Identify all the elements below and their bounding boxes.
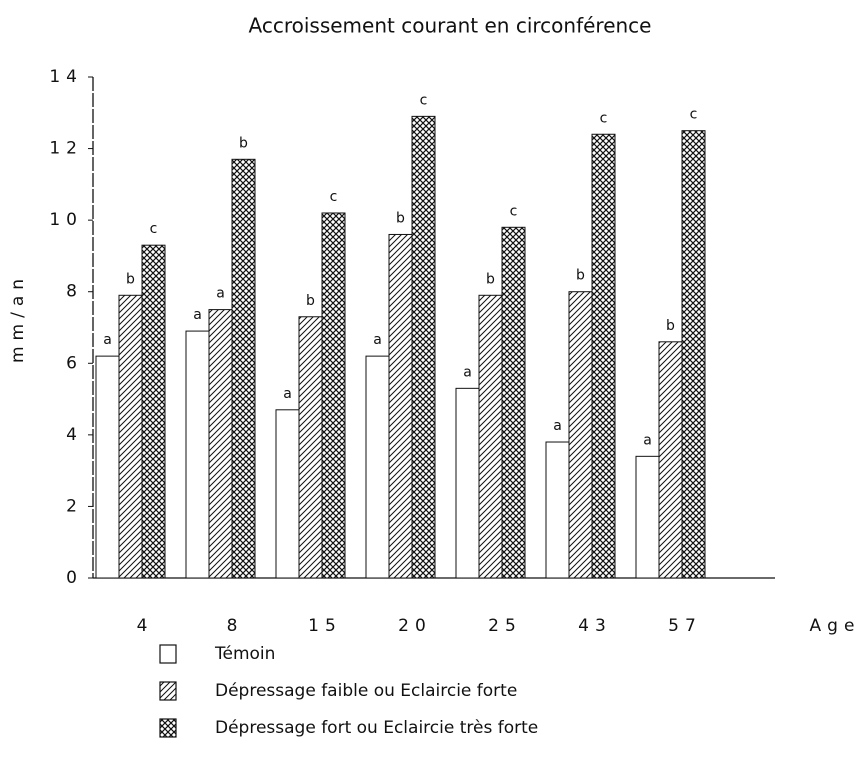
bar-letter: a xyxy=(553,418,562,434)
y-tick-label: 10 xyxy=(49,210,83,230)
x-tick-label: 25 xyxy=(488,616,522,636)
chart-title: Accroissement courant en circonférence xyxy=(249,14,652,38)
bar-letter: c xyxy=(420,92,428,108)
bar-letter: c xyxy=(600,110,608,126)
y-tick-label: 14 xyxy=(49,67,83,87)
legend-swatch xyxy=(159,718,177,738)
bar-letter: a xyxy=(193,307,202,323)
bar xyxy=(501,226,526,579)
legend-label: Dépressage fort ou Eclaircie très forte xyxy=(215,718,538,738)
bar xyxy=(298,316,323,579)
bar xyxy=(478,294,503,579)
bar xyxy=(681,130,706,579)
bar-letter: c xyxy=(330,189,338,205)
bar xyxy=(208,309,233,579)
bar-letter: a xyxy=(283,386,292,402)
bar-letter: b xyxy=(396,210,405,226)
bar xyxy=(658,341,683,579)
bar-letter: a xyxy=(103,332,112,348)
bar-letter: b xyxy=(486,271,495,287)
legend-swatch xyxy=(159,644,177,664)
bar-letter: c xyxy=(690,107,698,123)
x-tick-label: 4 xyxy=(137,616,154,636)
y-axis-label: mm/an xyxy=(8,273,28,363)
x-axis-label: Age xyxy=(810,616,861,636)
bar-letter: a xyxy=(643,432,652,448)
bar xyxy=(591,133,616,579)
bar-letter: a xyxy=(463,364,472,380)
bar-letter: b xyxy=(126,271,135,287)
y-tick-label: 6 xyxy=(66,353,83,373)
legend-label: Témoin xyxy=(214,644,275,664)
x-tick-label: 15 xyxy=(308,616,342,636)
bar xyxy=(141,244,166,579)
bar-letter: b xyxy=(666,318,675,334)
x-tick-label: 43 xyxy=(578,616,612,636)
x-tick-label: 57 xyxy=(668,616,702,636)
legend-swatch xyxy=(159,681,177,701)
bar xyxy=(118,294,143,579)
bar xyxy=(231,158,256,579)
x-tick-label: 8 xyxy=(227,616,244,636)
y-tick-label: 4 xyxy=(66,425,83,445)
bar-letter: b xyxy=(306,293,315,309)
bar-letter: a xyxy=(373,332,382,348)
bar xyxy=(185,330,210,579)
bar xyxy=(321,212,346,579)
y-tick-label: 12 xyxy=(49,139,83,159)
y-tick-label: 0 xyxy=(66,568,83,588)
bar xyxy=(411,115,436,579)
bar xyxy=(275,409,300,579)
bar-letter: b xyxy=(239,135,248,151)
bar xyxy=(455,387,480,579)
bar xyxy=(635,455,660,579)
bar xyxy=(365,355,390,579)
bar xyxy=(545,441,570,579)
bar xyxy=(388,233,413,579)
y-tick-label: 2 xyxy=(66,496,83,516)
bar-letter: c xyxy=(150,221,158,237)
legend-label: Dépressage faible ou Eclaircie forte xyxy=(215,681,517,701)
y-tick-label: 8 xyxy=(66,282,83,302)
bar-letter: b xyxy=(576,268,585,284)
bar xyxy=(568,291,593,579)
bar xyxy=(95,355,120,579)
bar-letter: a xyxy=(216,286,225,302)
x-tick-label: 20 xyxy=(398,616,432,636)
bar-letter: c xyxy=(510,203,518,219)
